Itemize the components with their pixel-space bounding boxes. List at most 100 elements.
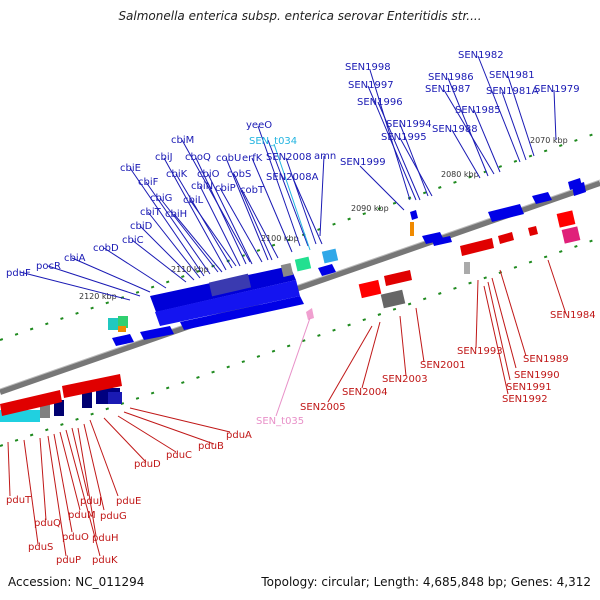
gene-label-cbiH: cbiH (165, 209, 187, 220)
blue-leaders (19, 55, 557, 301)
tick-mark (528, 154, 533, 158)
gene-label-cbiG: cbiG (150, 193, 172, 204)
gene-label-amn: amn (314, 151, 336, 162)
tick-mark (181, 275, 185, 279)
tick-mark (362, 212, 367, 216)
gene-label-SEN1986: SEN1986 (428, 72, 474, 83)
tick-mark (453, 180, 457, 184)
gene-label-SEN1997: SEN1997 (348, 80, 394, 91)
tick-mark (150, 285, 155, 289)
tick-mark (392, 307, 397, 311)
map-title: Salmonella enterica subsp. enterica sero… (118, 9, 482, 23)
red-gene-labels: SEN1984 SEN1993 SEN1989 SEN1990 SEN1991 … (6, 310, 596, 566)
gene-label-SEN_t035: SEN_t035 (256, 416, 304, 427)
tick-mark (589, 239, 593, 243)
gene-label-cobU: cobU (216, 153, 241, 164)
tick-mark (181, 381, 185, 385)
gene-label-pduH: pduH (92, 533, 119, 544)
gene-label-pduS: pduS (28, 542, 53, 553)
gene-label-cbiE: cbiE (120, 163, 141, 174)
gene-label-pduG: pduG (100, 511, 127, 522)
gene-label-cobT: cobT (240, 185, 265, 196)
tick-mark (574, 244, 578, 248)
kbp-labels: 2070 kbp 2080 kbp 2090 kbp 2100 kbp 2110… (79, 136, 568, 301)
accession-text: Accession: NC_011294 (8, 575, 145, 589)
gene-label-SEN2004: SEN2004 (342, 387, 388, 398)
tick-mark (422, 297, 427, 301)
gene-label-cbiF: cbiF (138, 177, 159, 188)
gene-label-SEN1998: SEN1998 (345, 62, 391, 73)
tick-mark (105, 301, 110, 305)
tick-mark (558, 144, 563, 148)
gene-label-SEN1979: SEN1979 (534, 84, 580, 95)
tick-mark (574, 138, 578, 142)
tick-mark (498, 165, 503, 169)
gene-label-SEN1981: SEN1981 (489, 70, 535, 81)
gene-label-SEN_t034: SEN_t034 (249, 136, 297, 147)
gene-label-SEN1994: SEN1994 (386, 119, 432, 130)
tick-mark (377, 207, 382, 210)
gene-label-SEN1991: SEN1991 (506, 382, 552, 393)
gene-label-pduT: pduT (6, 495, 32, 506)
tick-mark (286, 238, 291, 242)
gene-label-pduA: pduA (226, 430, 252, 441)
gene-label-pduB: pduB (198, 441, 224, 452)
topology-text: Topology: circular; Length: 4,685,848 bp… (261, 575, 591, 589)
tick-mark (271, 349, 276, 353)
gene-label-cbiA: cbiA (64, 253, 86, 264)
tick-mark (105, 407, 110, 411)
gene-label-SEN1990: SEN1990 (514, 370, 560, 381)
tick-mark (407, 302, 412, 306)
gene-label-SEN1992: SEN1992 (502, 394, 548, 405)
kbp-ring-inner (0, 239, 593, 447)
gene-label-SEN1985: SEN1985 (455, 105, 501, 116)
tick-mark (483, 276, 487, 280)
tick-mark (29, 433, 34, 437)
tick-mark (75, 311, 79, 315)
gene-label-cbiM: cbiM (171, 135, 194, 146)
tick-mark (468, 281, 472, 285)
tick-mark (528, 260, 533, 264)
tick-mark (286, 344, 291, 348)
gene-label-pduE: pduE (116, 496, 141, 507)
gene-label-SEN1987: SEN1987 (425, 84, 471, 95)
tick-mark (135, 396, 140, 400)
trna-leader (273, 143, 311, 251)
tick-mark (256, 354, 261, 358)
gene-label-pocR: pocR (36, 261, 61, 272)
tick-mark (513, 265, 518, 269)
gene-label-SEN2005: SEN2005 (300, 402, 346, 413)
gene-label-SEN2008A: SEN2008A (266, 172, 319, 183)
tick-mark (468, 175, 472, 179)
gene-label-SEN1995: SEN1995 (381, 132, 427, 143)
tick-mark (543, 255, 548, 259)
gene-label-pduQ: pduQ (34, 518, 61, 529)
tick-mark (317, 228, 321, 231)
tick-mark (558, 250, 563, 254)
tick-mark (196, 375, 200, 379)
gene-label-yeeO: yeeO (246, 120, 272, 131)
gene-label-cbiC: cbiC (122, 235, 144, 246)
tick-mark (135, 290, 140, 294)
tick-mark (165, 386, 170, 390)
gene-label-cobD: cobD (93, 243, 119, 254)
gene-label-cbiK: cbiK (166, 169, 188, 180)
forward-genes (0, 178, 586, 422)
kbp-label-2090: 2090 kbp (351, 204, 389, 213)
tick-mark (90, 412, 94, 416)
kbp-label-2110: 2110 kbp (171, 265, 209, 274)
gene-label-SEN1993: SEN1993 (457, 346, 503, 357)
gene-label-cbiP: cbiP (215, 183, 236, 194)
tick-mark (60, 423, 64, 426)
tick-mark (75, 417, 79, 421)
gene-label-SEN1981A: SEN1981A (486, 86, 539, 97)
tick-mark (256, 248, 261, 252)
tick-mark (332, 222, 336, 226)
gene-label-cbiN: cbiN (191, 181, 213, 192)
gene-label-SEN1984: SEN1984 (550, 310, 596, 321)
tick-mark (45, 428, 49, 432)
tick-mark (0, 338, 4, 341)
gene-label-cobS: cobS (227, 169, 251, 180)
tick-mark (589, 133, 593, 137)
